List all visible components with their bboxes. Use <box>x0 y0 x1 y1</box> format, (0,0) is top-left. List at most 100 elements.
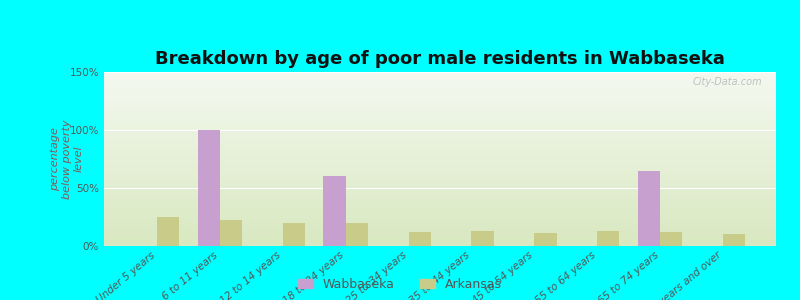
Bar <box>104 87 776 88</box>
Bar <box>104 80 776 81</box>
Bar <box>104 114 776 115</box>
Bar <box>104 214 776 215</box>
Bar <box>104 111 776 112</box>
Bar <box>104 241 776 242</box>
Bar <box>598 231 619 246</box>
Bar <box>104 232 776 233</box>
Bar <box>104 139 776 140</box>
Bar <box>104 202 776 203</box>
Bar <box>104 175 776 176</box>
Bar <box>104 73 776 74</box>
Bar <box>104 211 776 212</box>
Bar <box>104 104 776 105</box>
Bar <box>104 84 776 85</box>
Bar <box>104 78 776 79</box>
Bar <box>104 213 776 214</box>
Title: Breakdown by age of poor male residents in Wabbaseka: Breakdown by age of poor male residents … <box>155 50 725 68</box>
Bar <box>104 74 776 75</box>
Bar <box>104 215 776 216</box>
Bar <box>104 152 776 153</box>
Bar <box>104 158 776 159</box>
Bar <box>104 164 776 165</box>
Bar <box>104 149 776 150</box>
Bar <box>104 222 776 223</box>
Bar <box>104 155 776 156</box>
Bar <box>104 108 776 109</box>
Bar <box>104 82 776 83</box>
Bar <box>104 105 776 106</box>
Bar <box>104 245 776 246</box>
Bar <box>104 190 776 191</box>
Bar <box>104 112 776 113</box>
Bar <box>104 174 776 175</box>
Bar <box>104 121 776 122</box>
Bar <box>104 122 776 123</box>
Bar <box>104 220 776 221</box>
Bar <box>104 192 776 193</box>
Bar <box>104 179 776 180</box>
Bar <box>104 235 776 236</box>
Bar <box>104 203 776 204</box>
Bar <box>104 233 776 234</box>
Bar <box>198 130 219 246</box>
Bar <box>104 83 776 84</box>
Bar <box>104 98 776 99</box>
Text: City-Data.com: City-Data.com <box>693 77 762 87</box>
Bar <box>104 201 776 202</box>
Bar <box>104 95 776 96</box>
Bar <box>104 137 776 138</box>
Bar <box>104 82 776 83</box>
Bar <box>104 106 776 107</box>
Bar <box>104 109 776 110</box>
Bar <box>104 153 776 154</box>
Bar <box>104 183 776 184</box>
Bar <box>104 191 776 192</box>
Bar <box>104 148 776 149</box>
Bar <box>104 81 776 82</box>
Bar <box>104 242 776 243</box>
Bar <box>471 231 494 246</box>
Bar <box>104 138 776 139</box>
Bar <box>104 136 776 137</box>
Bar <box>104 150 776 151</box>
Bar <box>104 223 776 224</box>
Bar <box>104 123 776 124</box>
Bar <box>104 168 776 169</box>
Bar <box>104 146 776 147</box>
Bar <box>104 147 776 148</box>
Bar <box>104 210 776 211</box>
Bar <box>104 172 776 173</box>
Bar <box>104 198 776 199</box>
Bar <box>104 184 776 185</box>
Bar <box>104 75 776 76</box>
Bar <box>104 159 776 160</box>
Bar <box>409 232 430 246</box>
Y-axis label: percentage
below poverty
level: percentage below poverty level <box>50 119 83 199</box>
Bar <box>104 225 776 226</box>
Bar <box>219 220 242 246</box>
Bar <box>104 170 776 171</box>
Bar <box>104 142 776 143</box>
Bar <box>282 223 305 246</box>
Bar <box>104 154 776 155</box>
Bar <box>104 151 776 152</box>
Bar <box>104 144 776 145</box>
Bar <box>104 101 776 102</box>
Bar <box>104 199 776 200</box>
Bar <box>346 223 367 246</box>
Bar <box>104 167 776 168</box>
Bar <box>104 115 776 116</box>
Bar <box>104 96 776 97</box>
Bar <box>104 100 776 101</box>
Bar <box>104 156 776 157</box>
Bar <box>661 232 682 246</box>
Bar <box>104 208 776 209</box>
Bar <box>104 125 776 126</box>
Bar <box>104 206 776 207</box>
Bar <box>104 91 776 92</box>
Bar <box>104 224 776 225</box>
Bar <box>104 193 776 194</box>
Bar <box>104 90 776 91</box>
Bar <box>104 92 776 93</box>
Bar <box>104 117 776 118</box>
